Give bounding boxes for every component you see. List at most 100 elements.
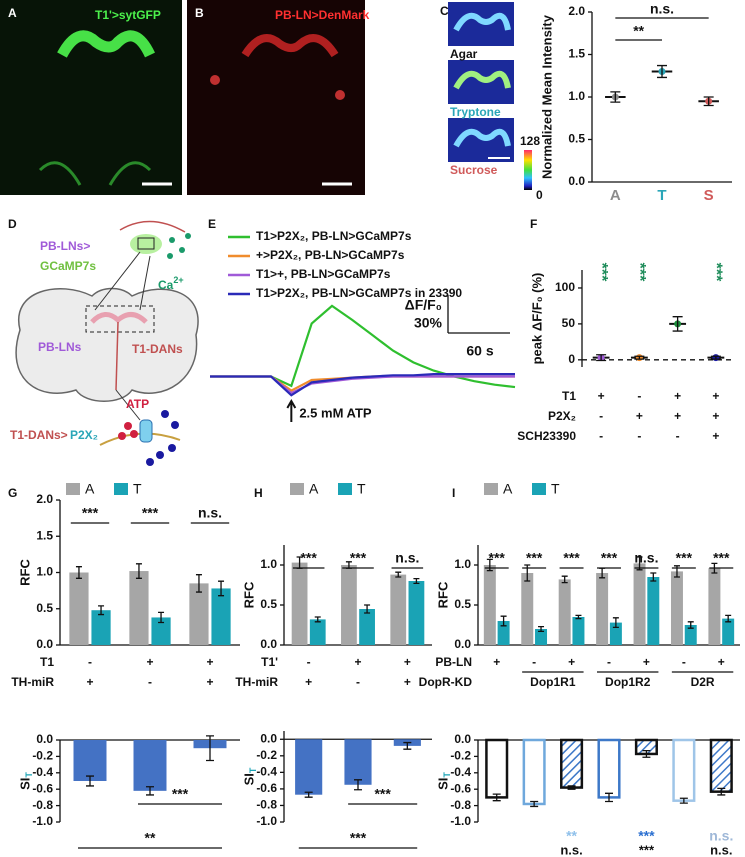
bar [572,617,585,645]
y-tick-label: -0.6 [450,781,471,795]
condition-name: P2X₂ [548,409,576,423]
y-tick-label: 1.0 [36,565,53,579]
note: n.s. [709,828,733,844]
significance: *** [631,263,648,282]
legend-label: T [357,481,366,497]
y-tick-label: 2.0 [36,492,53,506]
bar [647,577,660,645]
error-bar [395,571,402,578]
legend-swatch [532,483,546,495]
x-tick-label: A [610,187,621,204]
condition-value: + [712,389,719,403]
legend-swatch [484,483,498,495]
diagram-label: T1-DANs [132,342,183,356]
bar [597,738,621,799]
condition-name: SCH23390 [517,429,576,443]
significance: *** [300,550,317,566]
y-tick-label: -1.0 [256,814,277,828]
y-axis-label: SIT [17,772,34,790]
bar [560,738,584,789]
condition-value: - [676,429,680,443]
bar [309,619,326,645]
error-bar [354,779,362,791]
significance: *** [526,550,543,566]
error-bar [575,614,582,620]
y-tick-label: 1.0 [454,557,471,571]
condition-value: + [493,655,500,669]
legend-label: T [551,481,560,497]
legend-label: +>P2X₂, PB-LN>GCaMP7s [256,248,405,262]
condition-value: + [404,675,411,689]
diagram-label: GCaMP7s [40,259,96,273]
comparison-label: *** [350,830,367,846]
bar [633,563,646,645]
condition-value: - [607,655,611,669]
y-tick-label: -0.4 [450,765,471,779]
panel-label: PB-LN>DenMark [275,8,370,22]
y-tick-label: -0.2 [450,749,471,763]
significance: *** [713,550,730,566]
colorbar-min: 0 [536,188,543,202]
error-bar [486,558,493,572]
condition-value: + [206,675,213,689]
scale-label: 30% [414,315,443,331]
bar [722,618,735,645]
condition-value: - [682,655,686,669]
micrograph-b [187,0,365,195]
diagram-label: P2X₂ [70,428,98,442]
condition-value: - [356,675,360,689]
condition-value: + [86,675,93,689]
note: *** [638,828,655,844]
y-tick-label: 0.5 [568,132,585,146]
comparison-label: ** [145,830,156,846]
bar [133,740,167,791]
bar [359,609,375,645]
y-tick-label: 0.0 [568,174,585,188]
y-axis-label: RFC [241,581,256,608]
error-bar [218,580,225,597]
legend-label: A [503,481,513,497]
condition-value: - [637,429,641,443]
condition-value: + [643,655,650,669]
ion-charge: 2+ [173,275,183,285]
y-axis-label: RFC [17,559,32,586]
c-images [448,2,532,190]
condition-value: + [712,429,719,443]
significance: *** [708,263,725,282]
diagram-label: Ca2+ [158,275,184,292]
y-tick-label: 0.5 [36,601,53,615]
condition-value: + [674,389,681,403]
condition-value: + [718,655,725,669]
error-bar [612,617,619,629]
legend-swatch [290,483,304,495]
bar [596,573,609,645]
error-bar [75,566,82,579]
y-tick-label: -0.8 [32,798,53,812]
error-bar [492,793,501,802]
error-bar [304,791,313,798]
group-label: D2R [691,675,715,689]
bar [670,571,683,645]
panel-letter: D [8,217,17,231]
comparison-label: *** [172,786,189,802]
y-tick-label: -0.2 [32,749,53,763]
bar [485,738,509,799]
condition-name: TH-miR [235,675,278,689]
condition-value: - [637,389,641,403]
y-axis-label-sub: T [248,767,258,773]
y-tick-label: 100 [555,280,575,294]
y-tick-label: 0 [568,352,575,366]
legend-swatch [66,483,80,495]
y-axis-label-sub: T [24,772,34,778]
y-tick-label: -0.6 [256,781,277,795]
error-bar [530,800,539,808]
significance: *** [563,550,580,566]
legend-label: T1>P2X₂, PB-LN>GCaMP7s in 23390 [256,286,462,300]
panel-letter: C [440,4,449,18]
note: ** [566,828,577,844]
condition-value: + [305,675,312,689]
diagram-label: T1-DANs> [10,428,68,442]
error-bar [538,625,545,633]
error-bar [135,563,142,579]
